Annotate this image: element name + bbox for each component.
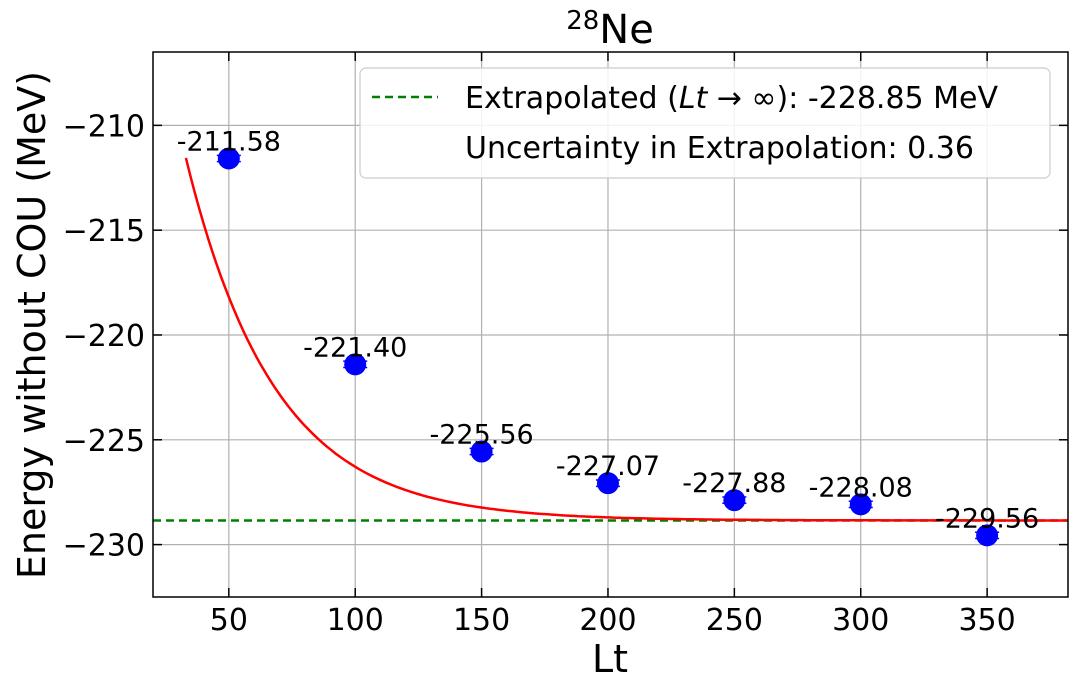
y-tick-label: −220 — [63, 319, 145, 354]
data-point — [470, 440, 493, 463]
plot-frame — [152, 51, 1069, 598]
y-axis-title: Energy without COU (MeV) — [10, 71, 54, 579]
data-label: -227.07 — [556, 451, 660, 482]
legend: Extrapolated (Lt → ∞): -228.85 MeV Uncer… — [359, 67, 1051, 179]
y-tick-label: −225 — [63, 424, 145, 459]
data-label: -225.56 — [429, 420, 533, 451]
x-axis-title: Lt — [592, 637, 628, 681]
data-label: -211.58 — [177, 126, 281, 157]
x-tick-label: 300 — [832, 603, 889, 638]
x-tick-label: 100 — [327, 603, 384, 638]
fit-layer — [184, 157, 1068, 522]
data-point — [976, 524, 999, 547]
fit-curve — [184, 157, 1068, 522]
data-label: -227.88 — [682, 468, 786, 499]
axis-ticks: 50 100 150 200 250 300 350 −210 −215 −220 −225 −230 — [63, 52, 1068, 638]
x-tick-label: 250 — [706, 603, 763, 638]
data-point — [344, 353, 367, 376]
data-labels-layer: -211.58 -221.40 -225.56 -227.07 -227.88 -228.… — [177, 126, 1040, 534]
legend-box — [359, 67, 1051, 179]
legend-entry-uncertainty: Uncertainty in Extrapolation: 0.36 — [465, 131, 974, 166]
x-tick-label: 50 — [210, 603, 248, 638]
x-tick-label: 350 — [958, 603, 1015, 638]
data-label: -229.56 — [935, 503, 1039, 534]
points-layer — [216, 147, 1000, 547]
chart-title: 28Ne — [566, 6, 654, 53]
data-label: -221.40 — [303, 332, 407, 363]
y-tick-label: −210 — [63, 109, 145, 144]
y-tick-label: −230 — [63, 529, 145, 564]
data-point — [217, 147, 240, 170]
data-point — [596, 472, 619, 495]
x-tick-label: 200 — [579, 603, 636, 638]
data-point — [723, 489, 746, 512]
legend-entry-extrapolated: Extrapolated (Lt → ∞): -228.85 MeV — [465, 81, 999, 116]
x-tick-label: 150 — [453, 603, 510, 638]
y-tick-label: −215 — [63, 214, 145, 249]
data-point — [849, 493, 872, 516]
data-label: -228.08 — [809, 472, 913, 503]
